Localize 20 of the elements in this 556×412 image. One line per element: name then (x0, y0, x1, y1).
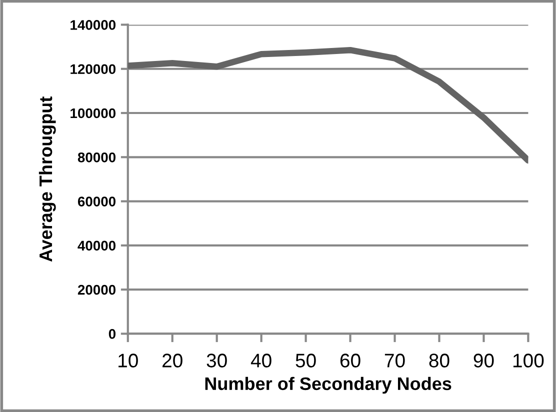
x-tick-label: 20 (162, 354, 182, 368)
x-tick-label: 50 (296, 354, 316, 368)
x-tick-label: 100 (513, 354, 544, 368)
y-tick-label: 60000 (78, 196, 116, 206)
x-tick-label: 80 (429, 354, 450, 368)
x-tick-label: 10 (118, 354, 138, 368)
x-axis-title: Number of Secondary Nodes (205, 376, 452, 394)
y-tick-label: 20000 (78, 284, 116, 295)
y-tick-label: 140000 (70, 20, 116, 30)
x-tick-label: 60 (340, 354, 360, 368)
y-tick-label: 40000 (78, 240, 116, 251)
x-tick-label: 90 (474, 354, 494, 368)
y-tick-label: 100000 (70, 108, 116, 118)
x-tick-label: 40 (250, 354, 272, 368)
y-tick-label: 80000 (78, 152, 116, 162)
y-tick-label: 0 (108, 329, 116, 339)
x-tick-label: 30 (206, 354, 227, 368)
y-tick-label: 120000 (70, 64, 116, 74)
y-axis-title: Average Througput (38, 96, 56, 262)
x-tick-label: 70 (384, 354, 405, 368)
